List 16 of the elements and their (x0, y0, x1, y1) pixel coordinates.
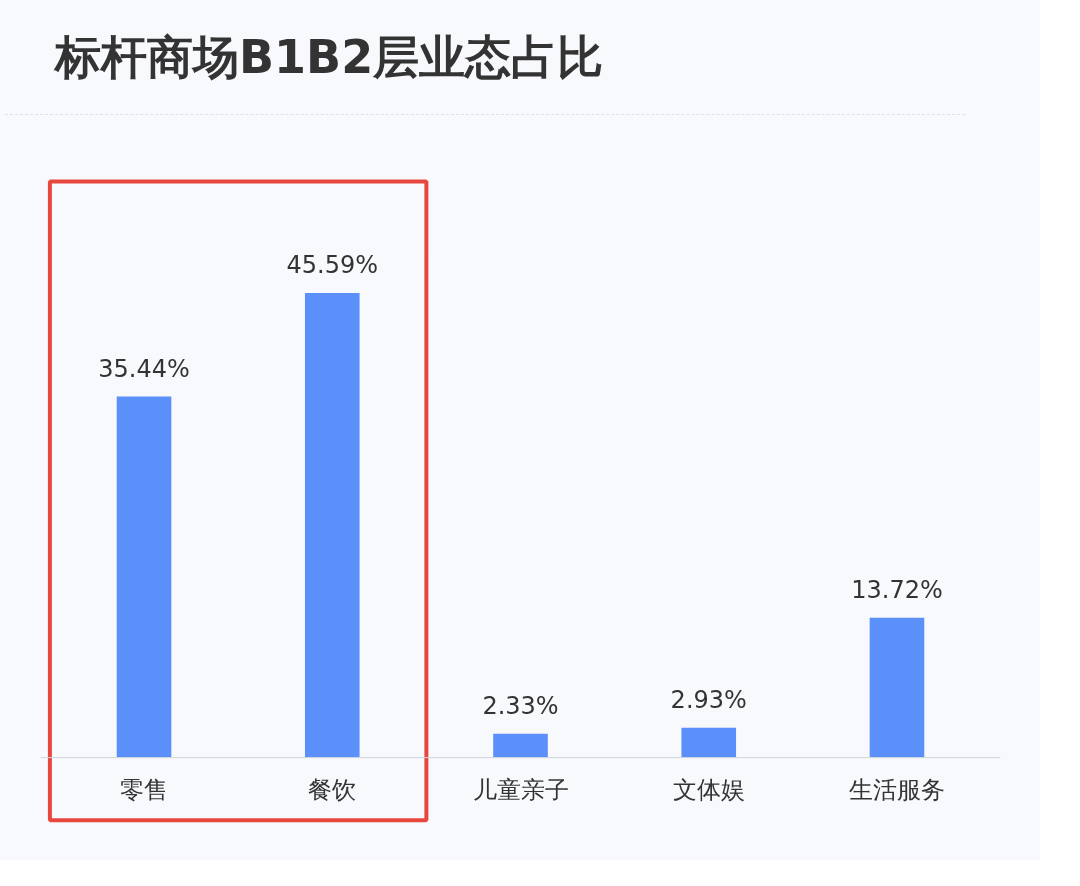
data-label: 2.93% (670, 685, 747, 714)
x-tick-label: 儿童亲子 (472, 776, 569, 805)
data-label: 13.72% (851, 575, 943, 604)
bar (869, 617, 925, 758)
data-label: 45.59% (286, 251, 379, 280)
x-tick-label: 餐饮 (308, 776, 357, 805)
x-tick-label: 生活服务 (848, 776, 945, 805)
bar (304, 293, 360, 758)
data-label: 35.44% (98, 354, 190, 383)
data-label: 2.33% (482, 691, 559, 720)
x-tick-label: 文体娱 (672, 776, 745, 805)
x-tick-label: 零售 (120, 776, 169, 805)
bar (681, 727, 737, 758)
chart-title: 标杆商场B1B2层业态占比 (55, 29, 604, 86)
bar (493, 733, 548, 758)
bar (116, 396, 172, 758)
